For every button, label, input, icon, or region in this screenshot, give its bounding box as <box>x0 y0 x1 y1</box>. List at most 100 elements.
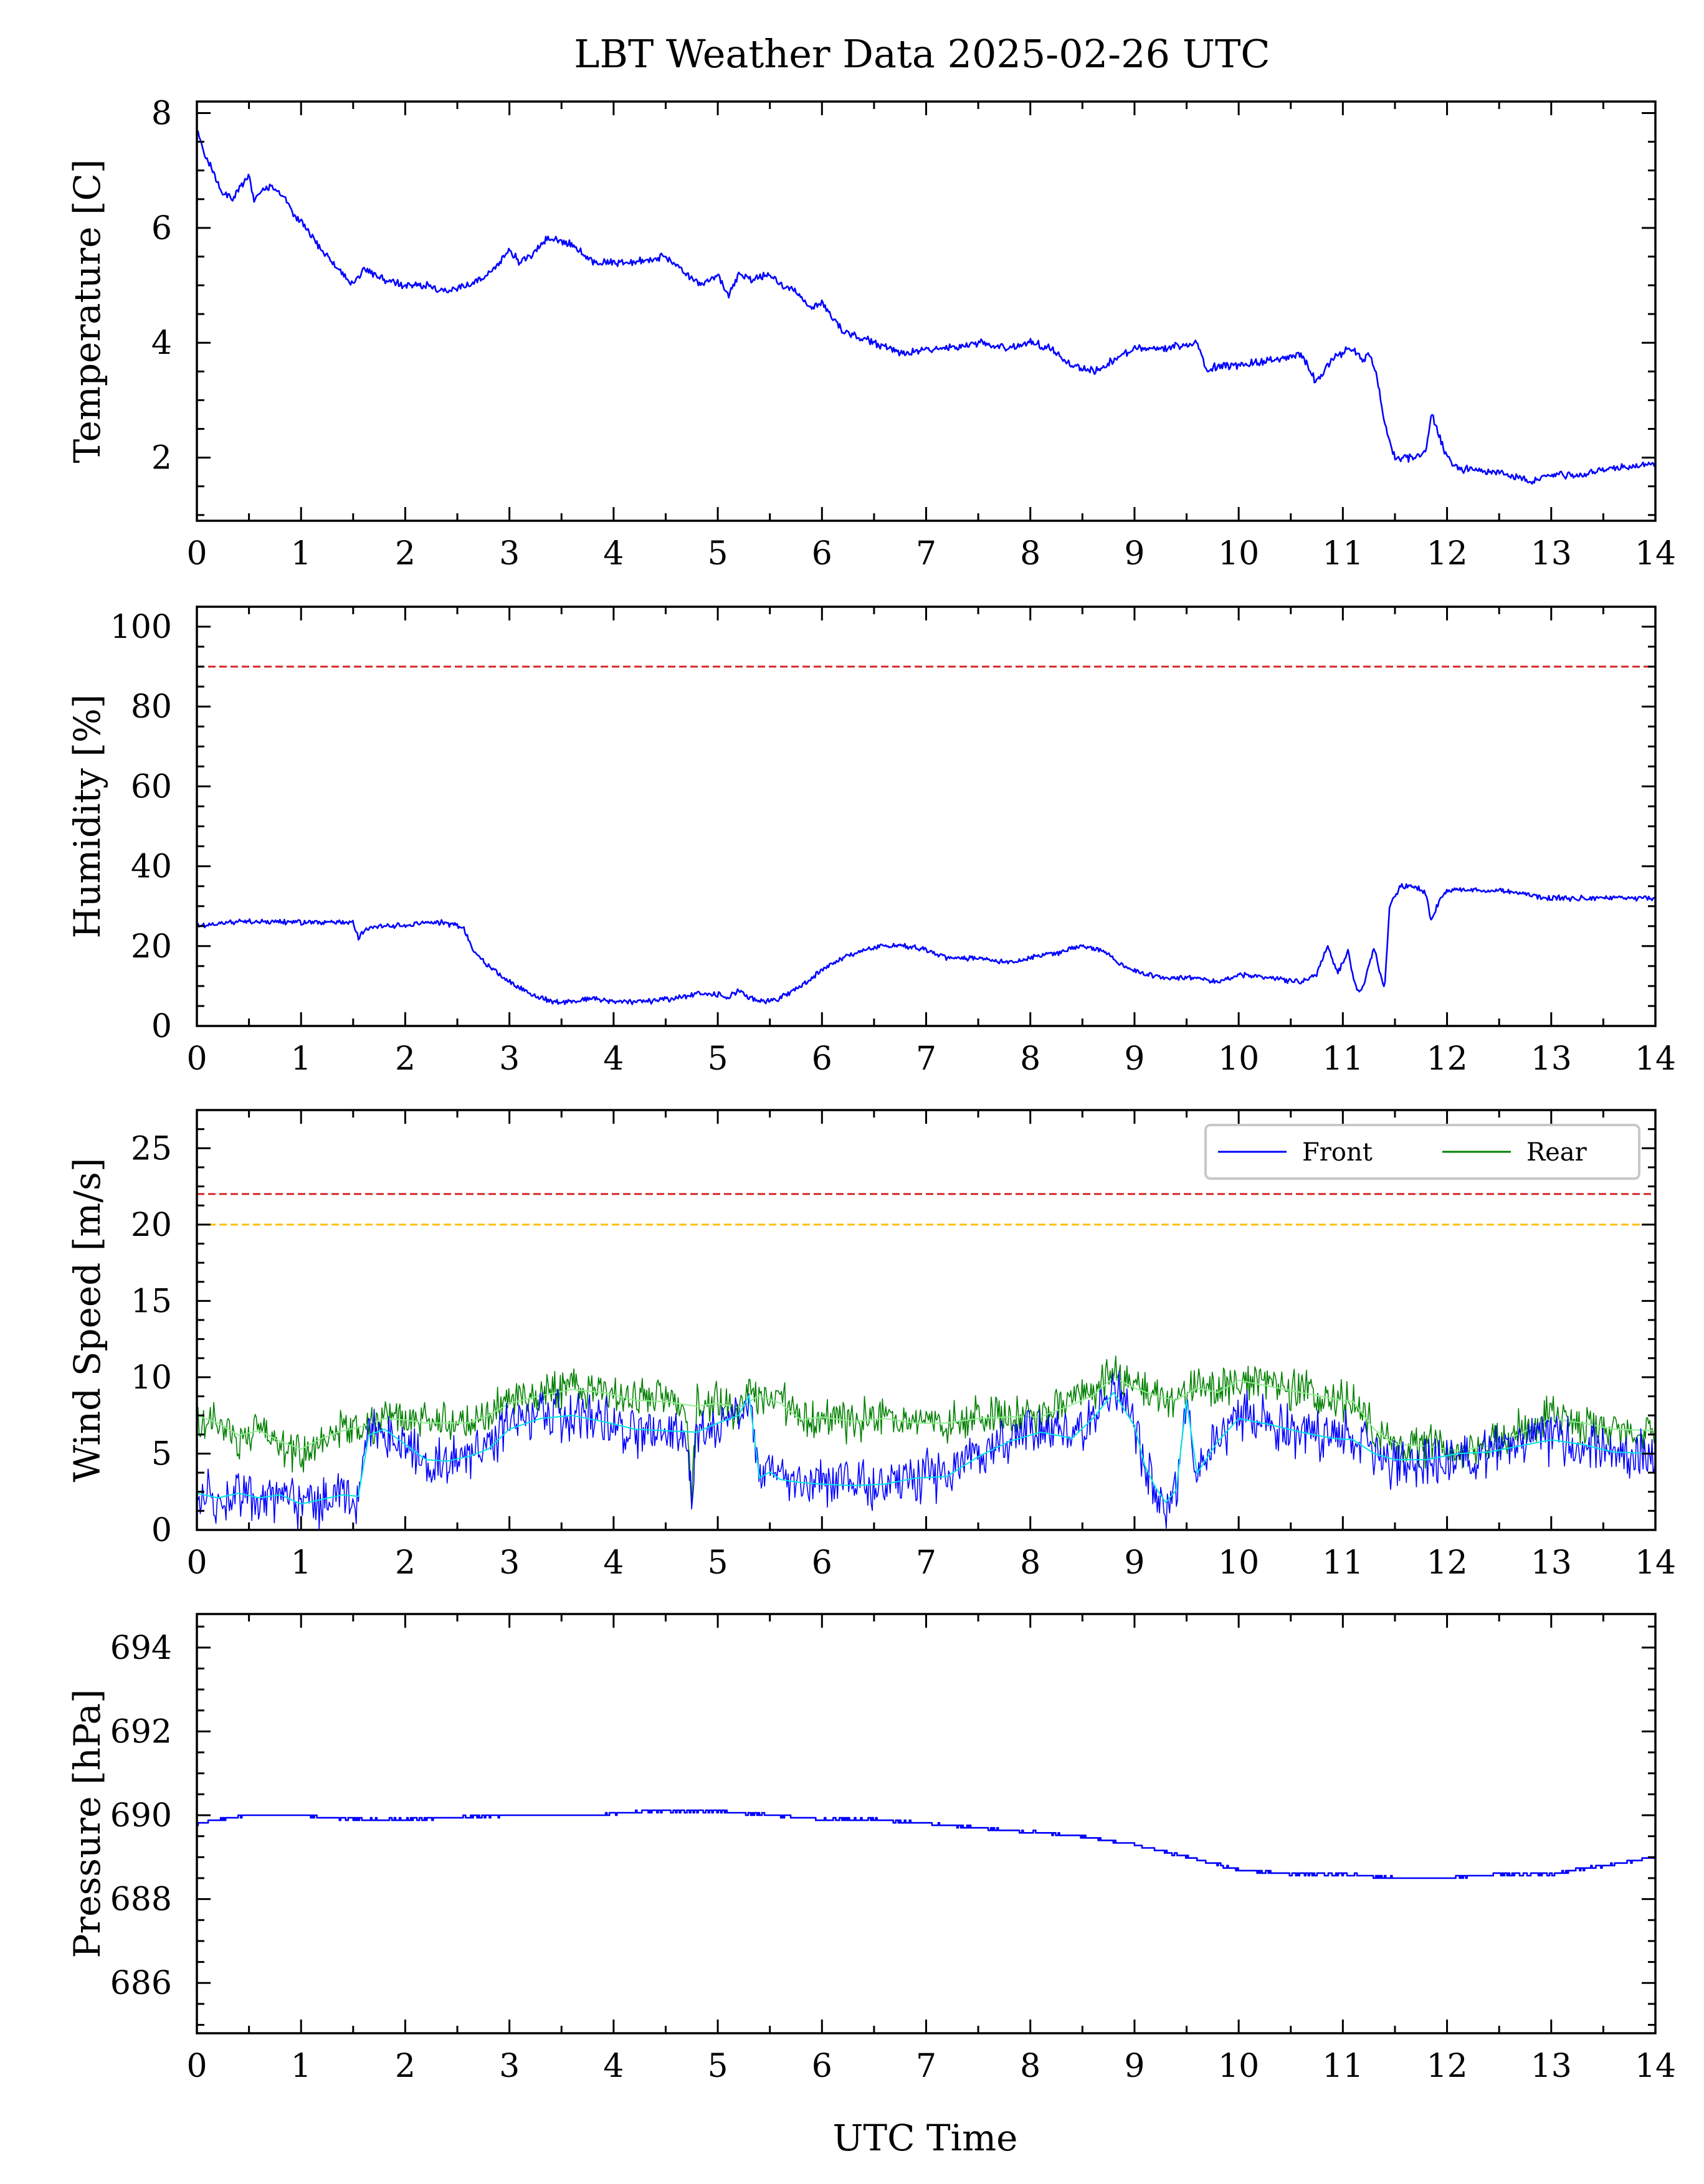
wind-speed-x-tick-label: 14 <box>1635 1544 1676 1582</box>
pressure-x-tick-label: 13 <box>1531 2048 1572 2085</box>
humidity-x-tick-label: 13 <box>1531 1040 1572 1078</box>
temperature-y-tick-label: 4 <box>151 325 172 362</box>
wind-speed-y-tick-label: 5 <box>151 1435 172 1473</box>
pressure-x-tick-label: 5 <box>708 2048 728 2085</box>
pressure-x-tick-label: 9 <box>1124 2048 1145 2085</box>
humidity-x-tick-label: 1 <box>291 1040 312 1078</box>
wind-speed-x-tick-label: 9 <box>1124 1544 1145 1582</box>
pressure-x-tick-label: 2 <box>395 2048 416 2085</box>
pressure-x-tick-label: 11 <box>1322 2048 1363 2085</box>
humidity-x-tick-label: 7 <box>916 1040 936 1078</box>
pressure-series-main <box>197 1809 1655 1879</box>
wind-legend: Front Rear <box>1204 1124 1640 1180</box>
temperature-axes-frame <box>196 100 1657 522</box>
wind-speed-y-tick-label: 15 <box>131 1283 172 1320</box>
temperature-plot-area <box>197 130 1655 485</box>
wind-speed-plot-area <box>197 1193 1655 1530</box>
pressure-y-tick-label: 694 <box>110 1630 172 1667</box>
humidity-y-tick-label: 80 <box>131 688 172 726</box>
humidity-plot-area <box>197 665 1655 1005</box>
humidity-series-main <box>197 883 1655 1005</box>
humidity-y-tick-label: 20 <box>131 928 172 966</box>
wind-speed-x-tick-label: 4 <box>603 1544 624 1582</box>
wind-speed-x-tick-label: 13 <box>1531 1544 1572 1582</box>
humidity-x-tick-label: 2 <box>395 1040 416 1078</box>
pressure-x-tick-label: 8 <box>1020 2048 1040 2085</box>
temperature-x-tick-label: 7 <box>916 535 936 572</box>
wind-speed-x-tick-label: 11 <box>1322 1544 1363 1582</box>
legend-box <box>1204 1124 1640 1180</box>
pressure-x-tick-label: 0 <box>186 2048 207 2085</box>
wind-speed-x-tick-label: 12 <box>1426 1544 1467 1582</box>
humidity-x-tick-label: 0 <box>186 1040 207 1078</box>
temperature-x-tick-label: 2 <box>395 535 416 572</box>
humidity-x-tick-label: 6 <box>812 1040 832 1078</box>
pressure-x-tick-label: 14 <box>1635 2048 1676 2085</box>
wind-speed-y-axis-label: Wind Speed [m/s] <box>66 1158 108 1483</box>
temperature-y-axis-label: Temperature [C] <box>66 159 108 463</box>
wind-speed-y-tick-label: 0 <box>151 1512 172 1549</box>
wind-speed-x-tick-label: 10 <box>1218 1544 1259 1582</box>
humidity-x-tick-label: 3 <box>499 1040 520 1078</box>
wind-speed-y-tick-label: 25 <box>131 1130 172 1167</box>
humidity-x-tick-label: 9 <box>1124 1040 1145 1078</box>
pressure-plot-area <box>197 1809 1655 1879</box>
pressure-x-tick-label: 10 <box>1218 2048 1259 2085</box>
wind-speed-y-tick-label: 20 <box>131 1207 172 1244</box>
pressure-x-tick-label: 4 <box>603 2048 624 2085</box>
wind-speed-x-tick-label: 6 <box>812 1544 832 1582</box>
humidity-x-tick-label: 5 <box>708 1040 728 1078</box>
pressure-y-tick-label: 688 <box>110 1881 172 1919</box>
wind-speed-x-tick-label: 0 <box>186 1544 207 1582</box>
temperature-x-tick-label: 14 <box>1635 535 1676 572</box>
humidity-y-tick-label: 60 <box>131 768 172 805</box>
temperature-x-tick-label: 10 <box>1218 535 1259 572</box>
humidity-x-tick-label: 10 <box>1218 1040 1259 1078</box>
temperature-x-tick-label: 1 <box>291 535 312 572</box>
pressure-x-tick-label: 3 <box>499 2048 520 2085</box>
temperature-y-tick-label: 6 <box>151 210 172 247</box>
temperature-x-tick-label: 12 <box>1426 535 1467 572</box>
humidity-y-tick-label: 40 <box>131 848 172 886</box>
wind-speed-x-tick-label: 7 <box>916 1544 936 1582</box>
temperature-x-tick-label: 3 <box>499 535 520 572</box>
humidity-x-tick-label: 11 <box>1322 1040 1363 1078</box>
humidity-x-tick-label: 4 <box>603 1040 624 1078</box>
humidity-panel: 0 1 2 3 4 5 6 7 8 9 10 11 12 13 14020406080100Humidity… <box>66 605 1676 1078</box>
wind-speed-x-tick-label: 5 <box>708 1544 728 1582</box>
pressure-y-axis-label: Pressure [hPa] <box>66 1689 108 1958</box>
x-axis-label: UTC Time <box>833 2117 1018 2159</box>
humidity-axes-frame <box>196 605 1657 1027</box>
humidity-y-tick-label: 0 <box>151 1008 172 1045</box>
pressure-y-tick-label: 692 <box>110 1713 172 1750</box>
legend-label-rear: Rear <box>1526 1138 1587 1167</box>
pressure-x-tick-label: 12 <box>1426 2048 1467 2085</box>
temperature-x-tick-label: 9 <box>1124 535 1145 572</box>
humidity-y-axis-label: Humidity [%] <box>66 694 108 938</box>
wind-speed-series-rear-smooth <box>197 1376 1655 1451</box>
pressure-panel: 0 1 2 3 4 5 6 7 8 9 10 11 12 13 14686688690692694Press… <box>66 1613 1676 2085</box>
wind-speed-series-rear <box>197 1356 1655 1508</box>
pressure-y-tick-label: 686 <box>110 1965 172 2002</box>
temperature-x-tick-label: 6 <box>812 535 832 572</box>
figure-title: LBT Weather Data 2025-02-26 UTC <box>574 31 1270 77</box>
temperature-y-tick-label: 2 <box>151 440 172 477</box>
wind-speed-y-tick-label: 10 <box>131 1359 172 1397</box>
wind-speed-x-tick-label: 8 <box>1020 1544 1040 1582</box>
wind-speed-x-tick-label: 1 <box>291 1544 312 1582</box>
temperature-series-main <box>197 130 1655 485</box>
temperature-x-tick-label: 4 <box>603 535 624 572</box>
temperature-x-tick-label: 11 <box>1322 535 1363 572</box>
humidity-x-tick-label: 12 <box>1426 1040 1467 1078</box>
temperature-x-tick-label: 13 <box>1531 535 1572 572</box>
legend-label-front: Front <box>1302 1138 1373 1167</box>
humidity-y-tick-label: 100 <box>110 609 172 646</box>
temperature-x-tick-label: 5 <box>708 535 728 572</box>
wind-speed-x-tick-label: 3 <box>499 1544 520 1582</box>
wind-speed-x-tick-label: 2 <box>395 1544 416 1582</box>
pressure-x-tick-label: 7 <box>916 2048 936 2085</box>
